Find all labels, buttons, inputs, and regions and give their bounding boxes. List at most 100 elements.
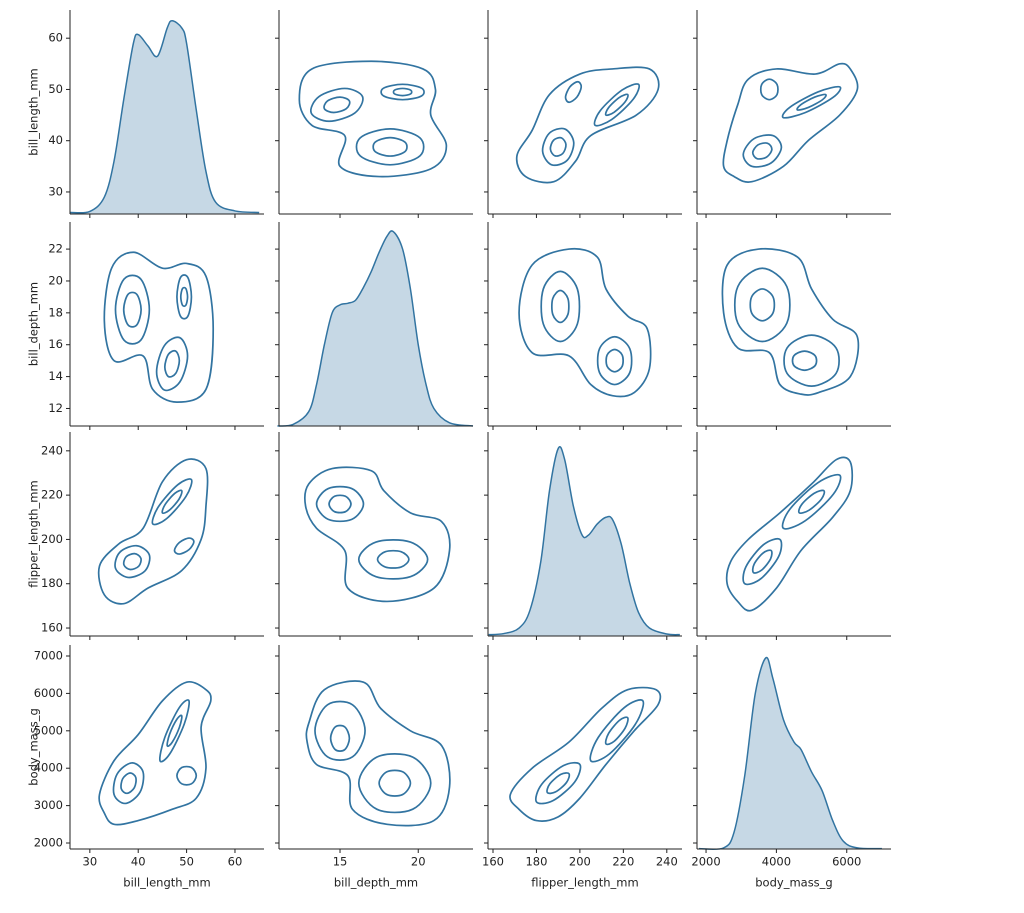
kde-contour [797,489,826,515]
kde-line [488,446,680,636]
kde-contour [605,348,625,373]
kde-contour [355,128,425,166]
kde-contour [593,83,641,127]
x-tick-label: 220 [612,855,634,869]
x-tick-label: 6000 [832,855,861,869]
kde-contour [378,769,412,797]
kde-contour [310,87,364,123]
y-tick-label: 5000 [34,723,63,737]
kde-contour [549,136,567,157]
kde-contour [751,142,773,160]
y-tick-label: 18 [48,305,63,319]
y-tick-label: 240 [41,443,63,457]
y-tick-label: 50 [48,82,63,96]
x-tick-label: 15 [333,855,348,869]
kde-contour [589,699,645,763]
kde-contour [749,288,776,322]
y-tick-label: 3000 [34,798,63,812]
x-tick-label: 20 [411,855,426,869]
kde-contour [357,753,432,814]
kde-contour [176,765,198,786]
kde-contour [534,761,582,805]
kde-contour [392,87,413,97]
kde-contour [781,85,842,119]
x-tick-label: 4000 [762,855,791,869]
y-tick-label: 4000 [34,761,63,775]
kde-contour [161,489,183,515]
kde-contour [328,494,352,514]
y-axis-label: bill_length_mm [27,68,41,155]
kde-contour [742,537,783,586]
kde-contour [120,772,137,795]
kde-contour [114,544,151,579]
kde-contour [515,66,660,184]
kde-contour [380,83,425,101]
x-axis-label: bill_length_mm [123,876,210,890]
x-tick-label: 240 [656,855,678,869]
y-tick-label: 16 [48,337,63,351]
y-axis-label: bill_depth_mm [27,282,41,366]
y-tick-label: 160 [41,621,63,635]
kde-area [488,446,680,636]
kde-line [698,656,882,851]
kde-contour [166,714,183,748]
kde-contour [783,334,840,388]
kde-area [699,657,882,850]
kde-contour [781,473,842,530]
kde-contour [315,485,365,523]
y-tick-label: 220 [41,488,63,502]
kde-contour [546,772,571,795]
kde-contour [298,60,448,178]
kde-contour [541,127,575,167]
y-tick-label: 2000 [34,836,63,850]
kde-contour [112,762,145,805]
x-tick-label: 60 [228,855,243,869]
kde-contour [357,539,429,580]
x-tick-label: 2000 [691,855,720,869]
kde-contour [122,291,142,328]
y-tick-label: 180 [41,576,63,590]
x-tick-label: 180 [525,855,547,869]
y-tick-label: 22 [48,242,63,256]
kde-contour [372,136,408,157]
y-tick-label: 200 [41,532,63,546]
y-axis-label: flipper_length_mm [27,480,41,587]
kde-contour [796,93,827,111]
kde-contour [721,247,860,396]
kde-contour [176,274,193,320]
x-axis-label: bill_depth_mm [334,876,418,890]
x-axis-label: flipper_length_mm [531,876,638,890]
kde-contour [751,549,773,574]
kde-contour [540,270,581,343]
kde-contour [759,78,779,101]
y-tick-label: 20 [48,273,63,287]
x-tick-label: 200 [569,855,591,869]
kde-contour [303,466,451,603]
kde-contour [179,286,189,308]
kde-contour [564,80,583,104]
kde-contour [725,456,854,612]
y-tick-label: 60 [48,31,63,45]
kde-contour [329,724,351,752]
kde-contour [163,349,181,378]
kde-contour [97,458,209,605]
kde-contour [733,267,791,343]
y-axis-label: body_mass_g [27,708,41,785]
kde-contour [314,700,366,761]
kde-contour [376,549,410,569]
y-tick-label: 40 [48,133,63,147]
kde-contour [604,93,629,117]
kde-contour [596,335,633,386]
kde-contour [173,537,195,555]
kde-contour [323,96,351,114]
kde-contour [509,686,662,822]
x-tick-label: 40 [131,855,146,869]
kde-contour [722,62,859,183]
x-tick-label: 160 [482,855,504,869]
x-axis-label: body_mass_g [755,876,832,890]
y-tick-label: 7000 [34,648,63,662]
kde-contour [604,716,629,746]
kde-contour [305,680,451,827]
x-tick-label: 30 [83,855,98,869]
